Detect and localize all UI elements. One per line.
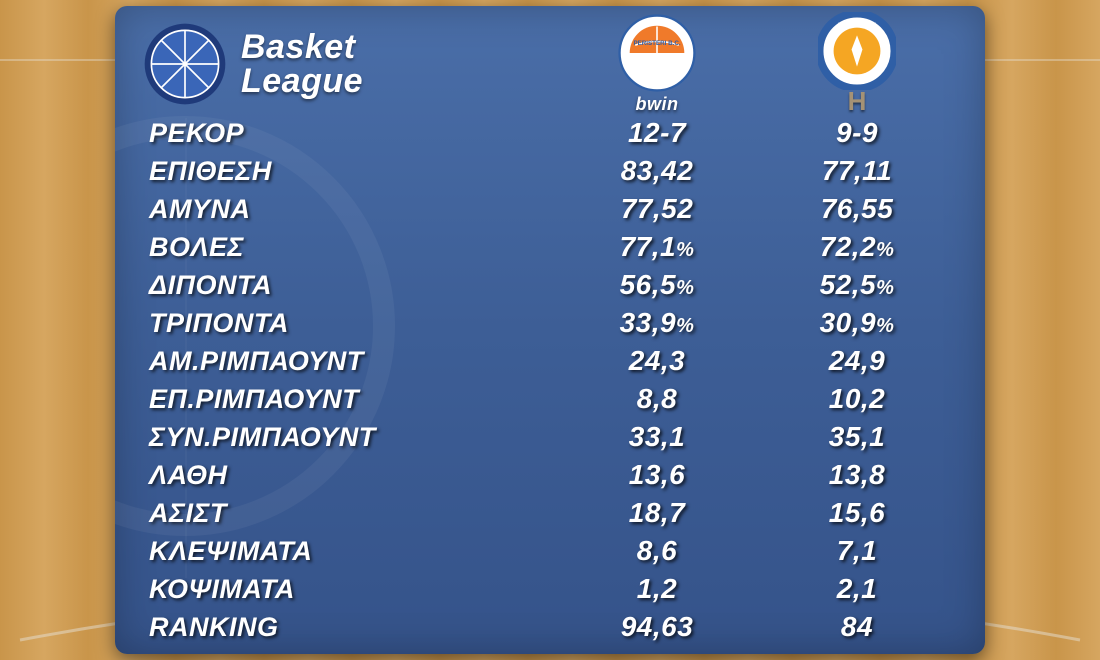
percent-mark: % bbox=[876, 277, 894, 299]
stat-value-team-b: 30,9% bbox=[757, 307, 957, 339]
stat-label: ΑΣΙΣΤ bbox=[149, 498, 557, 529]
stat-value-team-b: 35,1 bbox=[757, 421, 957, 453]
stat-label: ΚΟΨΙΜΑΤΑ bbox=[149, 574, 557, 605]
stat-value-team-b: 15,6 bbox=[757, 497, 957, 529]
stat-value-team-a: 24,3 bbox=[557, 345, 757, 377]
stat-value-team-a: 8,6 bbox=[557, 535, 757, 567]
stats-table: ΡΕΚΟΡ12-79-9ΕΠΙΘΕΣΗ83,4277,11ΑΜΥΝΑ77,527… bbox=[115, 114, 985, 654]
stat-value-team-a: 1,2 bbox=[557, 573, 757, 605]
stat-value-team-a: 77,52 bbox=[557, 193, 757, 225]
table-row: ΚΛΕΨΙΜΑΤΑ8,67,1 bbox=[149, 532, 957, 570]
stat-value-team-a: 56,5% bbox=[557, 269, 757, 301]
stat-value-team-a: 18,7 bbox=[557, 497, 757, 529]
stat-value-team-a: 12-7 bbox=[557, 117, 757, 149]
percent-mark: % bbox=[676, 277, 694, 299]
percent-mark: % bbox=[876, 239, 894, 261]
table-row: RANKING94,6384 bbox=[149, 608, 957, 646]
svg-text:ΚΟΛΟΣΣΟΣ: ΚΟΛΟΣΣΟΣ bbox=[838, 22, 876, 29]
league-logo-icon bbox=[143, 22, 227, 106]
stat-value-team-b: 9-9 bbox=[757, 117, 957, 149]
team-b-sponsor: H bbox=[848, 86, 867, 117]
stat-label: ΡΕΚΟΡ bbox=[149, 118, 557, 149]
team-a-header: PERISTERI B.C. bwin bbox=[557, 14, 757, 115]
table-row: ΛΑΘΗ13,613,8 bbox=[149, 456, 957, 494]
stat-label: ΛΑΘΗ bbox=[149, 460, 557, 491]
stat-label: ΒΟΛΕΣ bbox=[149, 232, 557, 263]
stat-value-team-b: 72,2% bbox=[757, 231, 957, 263]
league-title-line1: Basket bbox=[241, 30, 363, 64]
stat-value-team-a: 33,1 bbox=[557, 421, 757, 453]
league-title-line2: League bbox=[241, 64, 363, 98]
stat-value-team-a: 83,42 bbox=[557, 155, 757, 187]
stat-value-team-a: 33,9% bbox=[557, 307, 757, 339]
table-row: ΑΜ.ΡΙΜΠΑΟΥΝΤ24,324,9 bbox=[149, 342, 957, 380]
stat-value-team-b: 52,5% bbox=[757, 269, 957, 301]
table-row: ΔΙΠΟΝΤΑ56,5%52,5% bbox=[149, 266, 957, 304]
percent-mark: % bbox=[876, 315, 894, 337]
table-row: ΕΠ.ΡΙΜΠΑΟΥΝΤ8,810,2 bbox=[149, 380, 957, 418]
panel-header: Basket League PERISTERI B.C. bwin ΚΟΛΟΣΣ… bbox=[115, 6, 985, 114]
stat-value-team-a: 8,8 bbox=[557, 383, 757, 415]
team-b-logo-icon: ΚΟΛΟΣΣΟΣ bbox=[818, 12, 896, 90]
league-block: Basket League bbox=[143, 22, 557, 106]
team-a-sponsor: bwin bbox=[636, 94, 679, 115]
stat-label: ΚΛΕΨΙΜΑΤΑ bbox=[149, 536, 557, 567]
svg-text:PERISTERI B.C.: PERISTERI B.C. bbox=[633, 40, 680, 47]
table-row: ΑΜΥΝΑ77,5276,55 bbox=[149, 190, 957, 228]
table-row: ΕΠΙΘΕΣΗ83,4277,11 bbox=[149, 152, 957, 190]
table-row: ΤΡΙΠΟΝΤΑ33,9%30,9% bbox=[149, 304, 957, 342]
stat-label: ΕΠ.ΡΙΜΠΑΟΥΝΤ bbox=[149, 384, 557, 415]
stat-value-team-b: 10,2 bbox=[757, 383, 957, 415]
table-row: ΣΥΝ.ΡΙΜΠΑΟΥΝΤ33,135,1 bbox=[149, 418, 957, 456]
stat-value-team-b: 76,55 bbox=[757, 193, 957, 225]
league-title: Basket League bbox=[241, 30, 363, 98]
table-row: ΒΟΛΕΣ77,1%72,2% bbox=[149, 228, 957, 266]
stat-value-team-a: 94,63 bbox=[557, 611, 757, 643]
table-row: ΚΟΨΙΜΑΤΑ1,22,1 bbox=[149, 570, 957, 608]
stat-value-team-b: 13,8 bbox=[757, 459, 957, 491]
stat-label: ΣΥΝ.ΡΙΜΠΑΟΥΝΤ bbox=[149, 422, 557, 453]
stat-label: ΕΠΙΘΕΣΗ bbox=[149, 156, 557, 187]
stat-value-team-a: 77,1% bbox=[557, 231, 757, 263]
stat-label: ΔΙΠΟΝΤΑ bbox=[149, 270, 557, 301]
team-a-logo-icon: PERISTERI B.C. bbox=[618, 14, 696, 92]
percent-mark: % bbox=[676, 315, 694, 337]
stat-value-team-a: 13,6 bbox=[557, 459, 757, 491]
stat-value-team-b: 2,1 bbox=[757, 573, 957, 605]
team-b-header: ΚΟΛΟΣΣΟΣ H bbox=[757, 12, 957, 117]
stat-label: ΑΜ.ΡΙΜΠΑΟΥΝΤ bbox=[149, 346, 557, 377]
table-row: ΑΣΙΣΤ18,715,6 bbox=[149, 494, 957, 532]
table-row: ΡΕΚΟΡ12-79-9 bbox=[149, 114, 957, 152]
stat-label: RANKING bbox=[149, 612, 557, 643]
stat-value-team-b: 77,11 bbox=[757, 155, 957, 187]
stat-label: ΤΡΙΠΟΝΤΑ bbox=[149, 308, 557, 339]
stats-panel: Basket League PERISTERI B.C. bwin ΚΟΛΟΣΣ… bbox=[115, 6, 985, 654]
stat-label: ΑΜΥΝΑ bbox=[149, 194, 557, 225]
percent-mark: % bbox=[676, 239, 694, 261]
stat-value-team-b: 84 bbox=[757, 611, 957, 643]
stat-value-team-b: 7,1 bbox=[757, 535, 957, 567]
stat-value-team-b: 24,9 bbox=[757, 345, 957, 377]
